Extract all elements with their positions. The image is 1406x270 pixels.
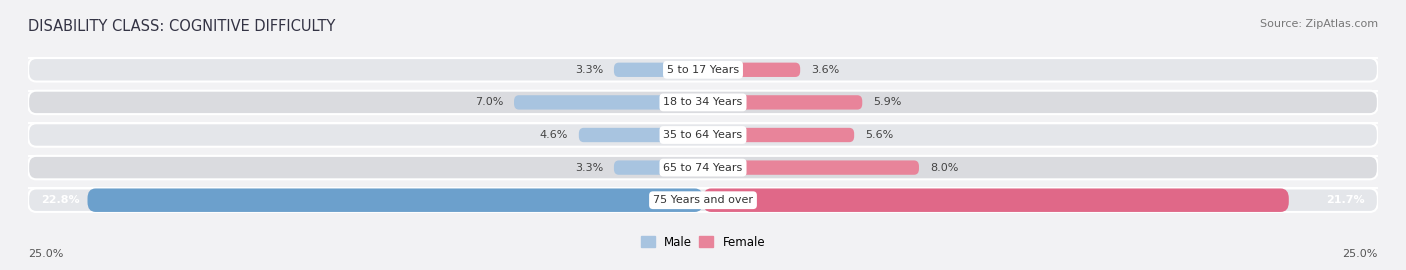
Text: 65 to 74 Years: 65 to 74 Years	[664, 163, 742, 173]
Text: 5 to 17 Years: 5 to 17 Years	[666, 65, 740, 75]
Text: 18 to 34 Years: 18 to 34 Years	[664, 97, 742, 107]
FancyBboxPatch shape	[28, 123, 1378, 147]
FancyBboxPatch shape	[614, 160, 703, 175]
Text: 75 Years and over: 75 Years and over	[652, 195, 754, 205]
Text: 3.3%: 3.3%	[575, 163, 603, 173]
FancyBboxPatch shape	[703, 160, 920, 175]
FancyBboxPatch shape	[28, 156, 1378, 179]
Text: 3.6%: 3.6%	[811, 65, 839, 75]
Text: 7.0%: 7.0%	[475, 97, 503, 107]
Text: 4.6%: 4.6%	[540, 130, 568, 140]
Text: 5.9%: 5.9%	[873, 97, 901, 107]
Text: 25.0%: 25.0%	[1343, 249, 1378, 259]
Text: DISABILITY CLASS: COGNITIVE DIFFICULTY: DISABILITY CLASS: COGNITIVE DIFFICULTY	[28, 19, 336, 34]
Text: Source: ZipAtlas.com: Source: ZipAtlas.com	[1260, 19, 1378, 29]
FancyBboxPatch shape	[28, 188, 1378, 212]
Text: 35 to 64 Years: 35 to 64 Years	[664, 130, 742, 140]
Text: 8.0%: 8.0%	[929, 163, 957, 173]
Text: 5.6%: 5.6%	[865, 130, 893, 140]
FancyBboxPatch shape	[614, 63, 703, 77]
FancyBboxPatch shape	[703, 63, 800, 77]
Text: 22.8%: 22.8%	[42, 195, 80, 205]
Legend: Male, Female: Male, Female	[636, 231, 770, 254]
FancyBboxPatch shape	[28, 58, 1378, 82]
Text: 21.7%: 21.7%	[1326, 195, 1364, 205]
FancyBboxPatch shape	[703, 95, 862, 110]
FancyBboxPatch shape	[703, 188, 1289, 212]
FancyBboxPatch shape	[515, 95, 703, 110]
FancyBboxPatch shape	[703, 128, 855, 142]
FancyBboxPatch shape	[87, 188, 703, 212]
FancyBboxPatch shape	[28, 91, 1378, 114]
Text: 3.3%: 3.3%	[575, 65, 603, 75]
Text: 25.0%: 25.0%	[28, 249, 63, 259]
FancyBboxPatch shape	[579, 128, 703, 142]
